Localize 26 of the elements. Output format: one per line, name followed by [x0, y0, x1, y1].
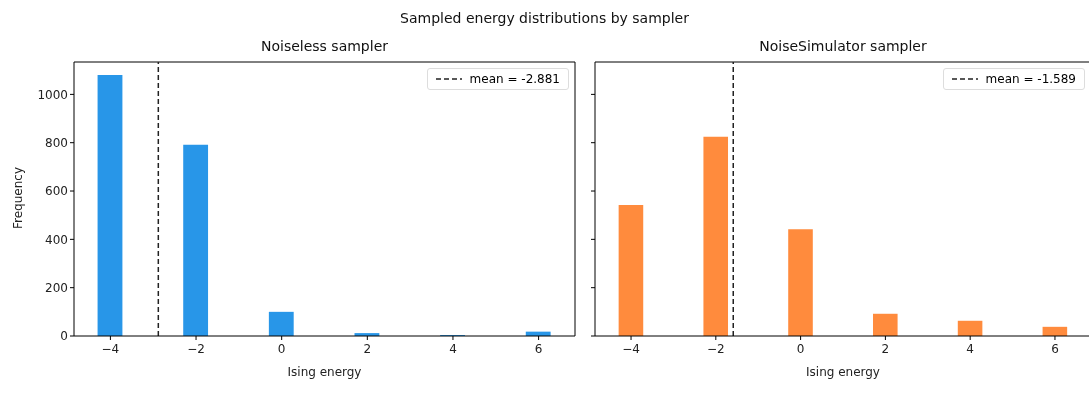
- x-tick-label: 6: [1051, 342, 1059, 356]
- y-axis-title: Frequency: [11, 167, 26, 229]
- y-tick-label: 600: [45, 184, 68, 199]
- x-tick-label: 0: [277, 342, 286, 356]
- y-tick-label: 0: [60, 329, 68, 344]
- x-tick-label: 2: [363, 342, 372, 356]
- x-tick-label: 2: [881, 342, 890, 356]
- x-tick-label: 0: [796, 342, 805, 356]
- y-tick-label: 200: [45, 280, 68, 295]
- chart-title: Noiseless sampler: [259, 38, 389, 54]
- x-tick-label: −2: [187, 342, 205, 356]
- x-tick-label: 4: [966, 342, 974, 356]
- x-tick-label: 6: [534, 342, 543, 356]
- ref-line-label: mean = -1.589: [985, 72, 1076, 86]
- y-tick-label: 400: [45, 232, 68, 247]
- x-tick-label: 4: [449, 342, 457, 356]
- x-axis-title: Ising energy: [806, 365, 880, 379]
- x-tick-label: −4: [622, 342, 640, 356]
- chart-title: NoiseSimulator sampler: [758, 38, 928, 54]
- y-tick-label: 800: [45, 135, 68, 150]
- x-axis-title: Ising energy: [287, 365, 362, 379]
- x-tick-label: −4: [101, 342, 120, 356]
- x-tick-label: −2: [706, 342, 725, 356]
- text: Sampled energy distributions by sampler: [399, 9, 690, 28]
- y-tick-label: 1000: [37, 87, 68, 102]
- ref-line-label: mean = -2.881: [469, 72, 560, 86]
